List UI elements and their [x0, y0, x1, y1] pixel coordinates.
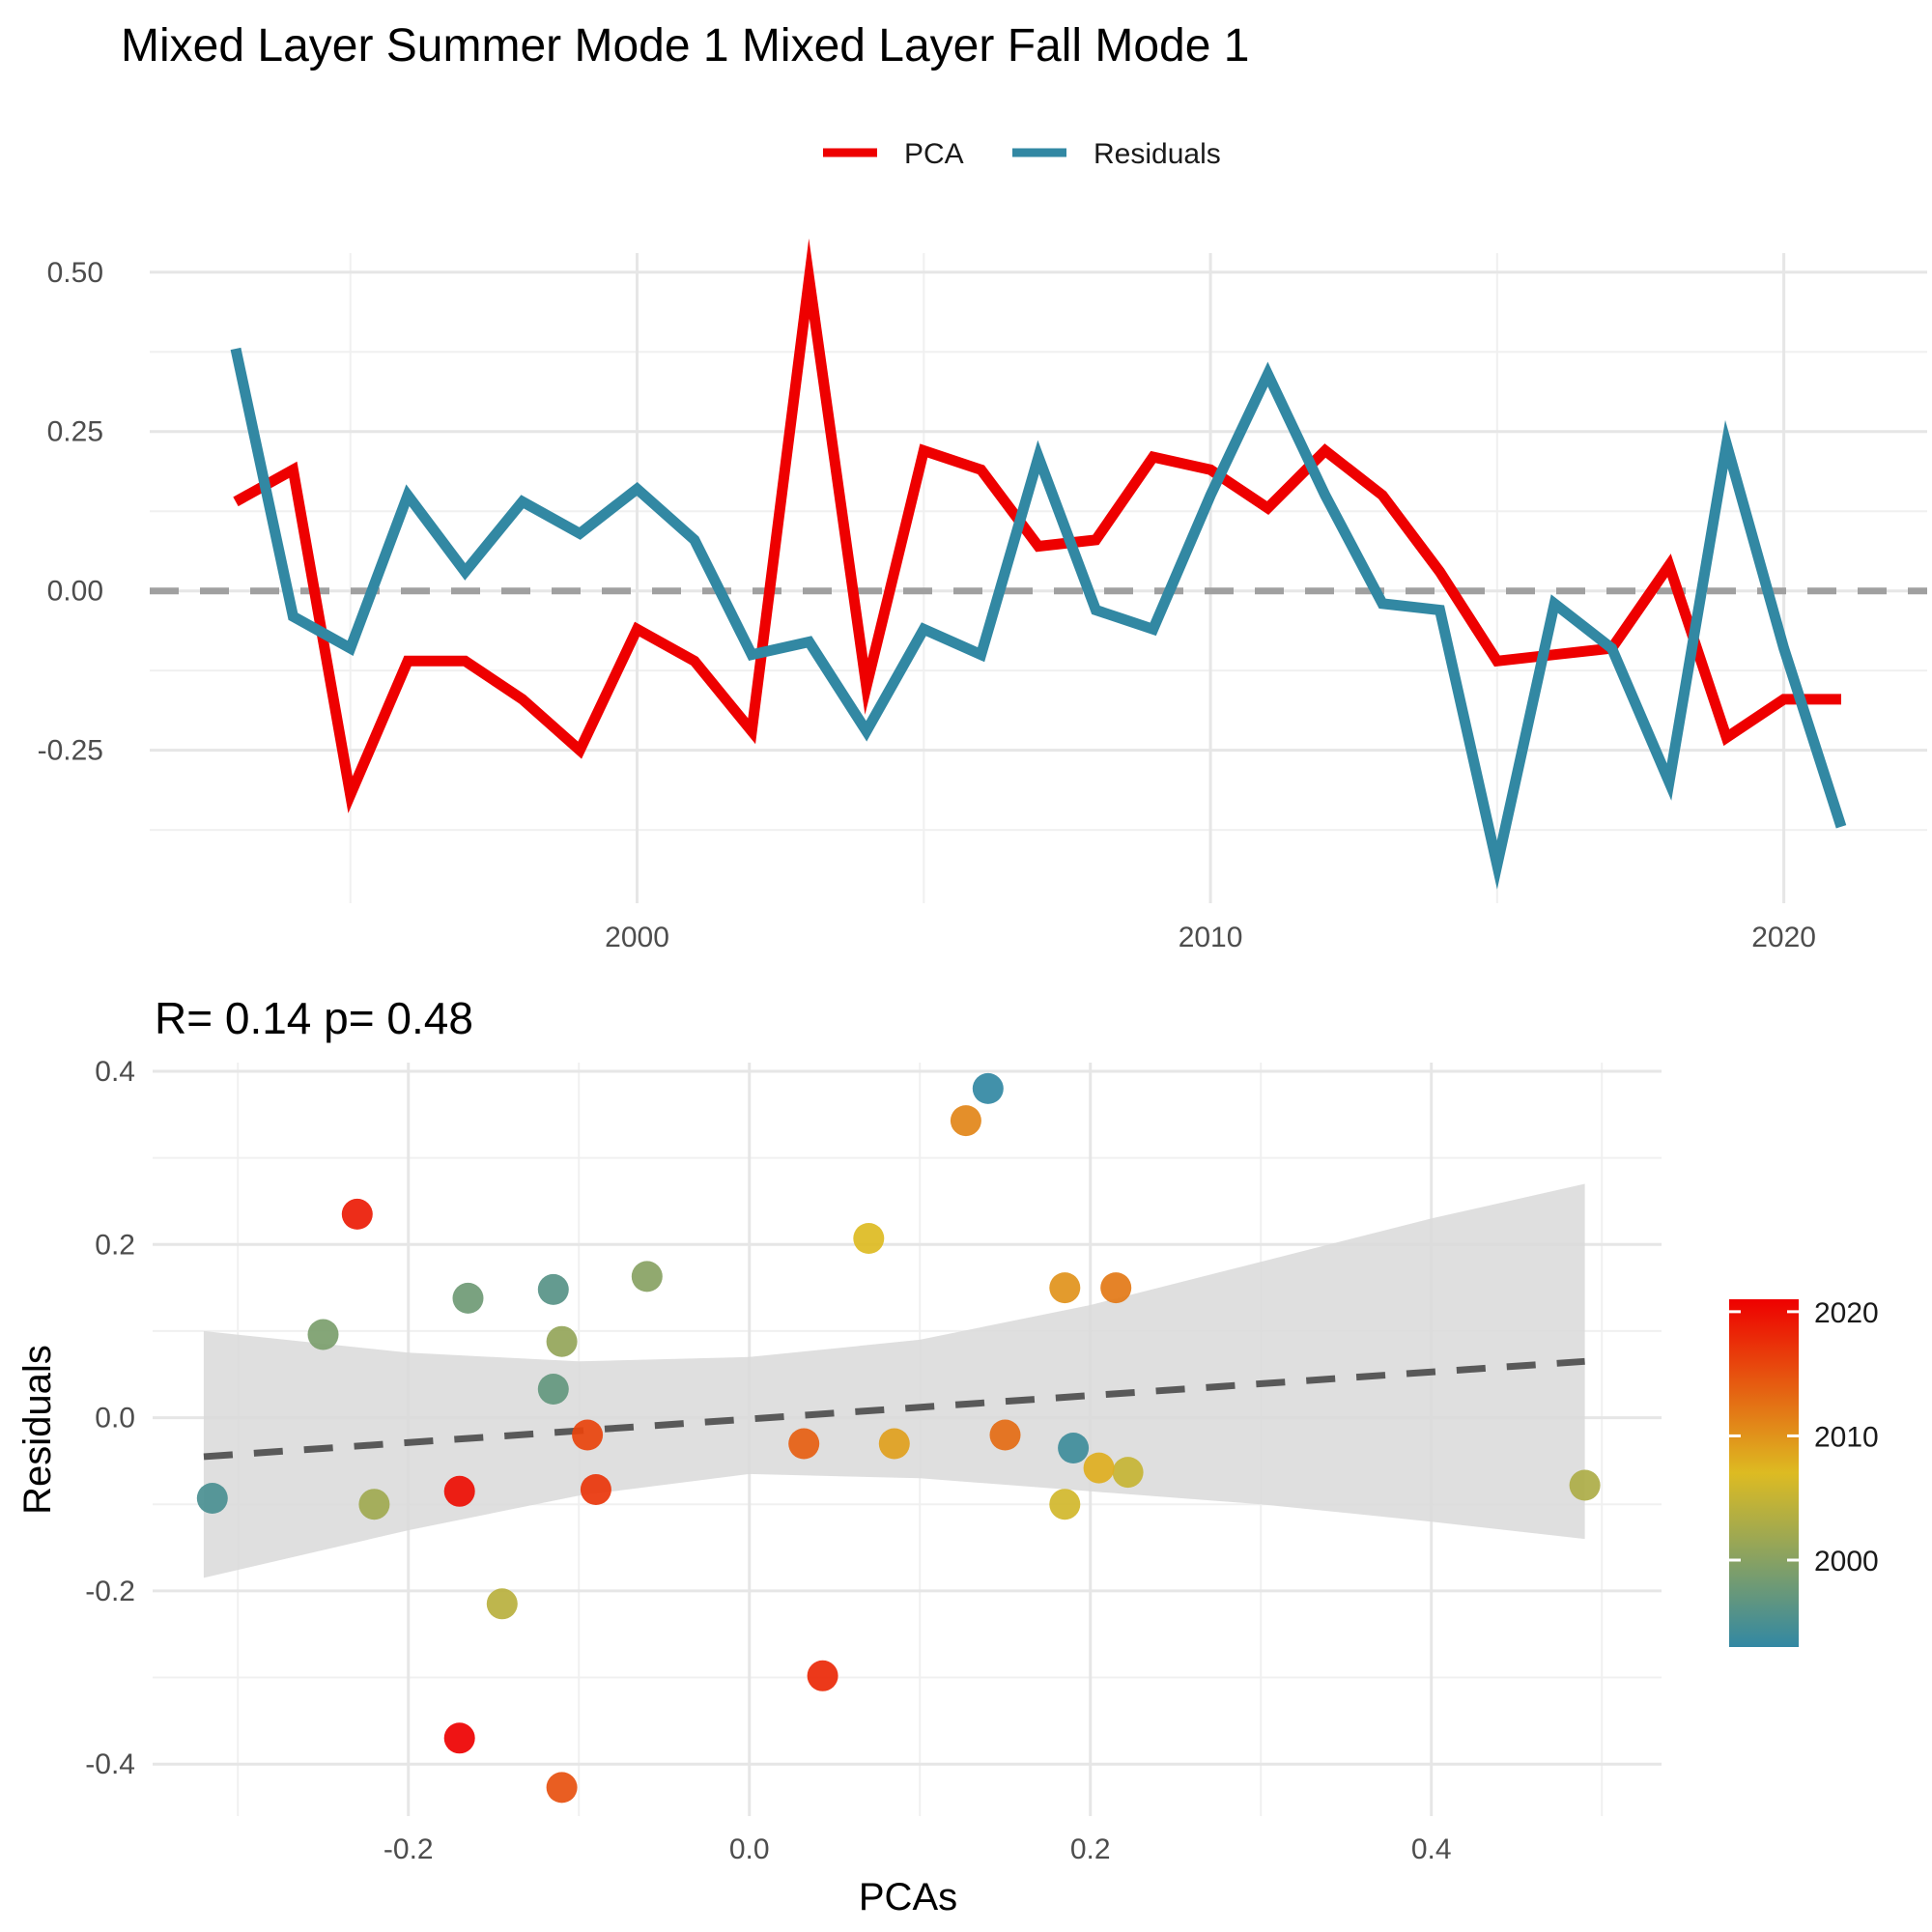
scatter-point [572, 1419, 604, 1451]
scatter-point [546, 1772, 578, 1804]
y-tick-label: 0.00 [47, 576, 103, 608]
scatter-subtitle: R= 0.14 p= 0.48 [155, 993, 473, 1043]
x-tick-label: 2000 [605, 922, 669, 953]
y-tick-label: 0.4 [95, 1056, 135, 1088]
figure-title: Mixed Layer Summer Mode 1 Mixed Layer Fa… [121, 20, 1249, 71]
series-line-residuals [230, 347, 1847, 890]
scatter-point [1049, 1489, 1081, 1520]
scatter-point [580, 1474, 611, 1505]
scatter-point [452, 1282, 484, 1314]
x-tick-label: 0.2 [1070, 1833, 1111, 1865]
scatter-point [853, 1223, 885, 1254]
scatter-point [537, 1374, 569, 1405]
color-scale-legend: 2000 2010 2020 [1729, 1297, 1879, 1647]
x-tick-label: 0.0 [729, 1833, 770, 1865]
scatter-point [1569, 1469, 1601, 1501]
y-tick-label: -0.2 [85, 1576, 135, 1607]
scatter-point [631, 1261, 663, 1293]
time-series-panel: 0.50 0.25 0.00 -0.25 2000 2010 2020 [38, 238, 1927, 953]
x-tick-label: 0.4 [1411, 1833, 1452, 1865]
color-bar-label: 2000 [1814, 1546, 1879, 1577]
scatter-point [196, 1483, 228, 1514]
scatter-point [358, 1489, 390, 1520]
y-tick-label: 0.25 [47, 416, 103, 448]
legend-label-residuals: Residuals [1094, 138, 1221, 170]
scatter-x-axis-title: PCAs [859, 1876, 957, 1918]
y-tick-label: 0.0 [95, 1403, 135, 1435]
color-bar-label: 2020 [1814, 1297, 1879, 1329]
scatter-point [989, 1419, 1021, 1451]
color-bar [1729, 1299, 1799, 1647]
x-tick-label: 2010 [1179, 922, 1243, 953]
scatter-y-axis-title: Residuals [16, 1345, 59, 1515]
y-tick-label: -0.25 [38, 735, 103, 767]
scatter-panel: 0.4 0.2 0.0 -0.2 -0.4 -0.2 0.0 0.2 0.4 [85, 1056, 1662, 1865]
x-tick-label: 2020 [1751, 922, 1816, 953]
series-line-pca [233, 238, 1841, 813]
scatter-point [486, 1588, 518, 1620]
scatter-point [1049, 1272, 1081, 1304]
y-tick-label: 0.50 [47, 257, 103, 289]
scatter-point [341, 1198, 373, 1230]
y-tick-label: 0.2 [95, 1229, 135, 1261]
scatter-point [1083, 1452, 1115, 1484]
scatter-point [443, 1722, 475, 1754]
scatter-point [878, 1428, 910, 1460]
scatter-point [1058, 1433, 1090, 1463]
scatter-point [546, 1325, 578, 1357]
x-tick-label: -0.2 [384, 1833, 434, 1865]
scatter-point [972, 1072, 1004, 1104]
y-tick-label: -0.4 [85, 1748, 135, 1780]
scatter-point [950, 1105, 981, 1137]
scatter-point [1100, 1272, 1132, 1304]
legend-label-pca: PCA [904, 138, 964, 170]
scatter-point [443, 1475, 475, 1507]
legend: PCA Residuals [823, 138, 1221, 170]
scatter-point [788, 1428, 820, 1460]
scatter-point [307, 1319, 339, 1350]
scatter-point [807, 1660, 838, 1691]
scatter-point [1112, 1457, 1144, 1489]
color-bar-label: 2010 [1814, 1421, 1879, 1453]
confidence-band [203, 1183, 1585, 1578]
scatter-point [537, 1273, 569, 1305]
